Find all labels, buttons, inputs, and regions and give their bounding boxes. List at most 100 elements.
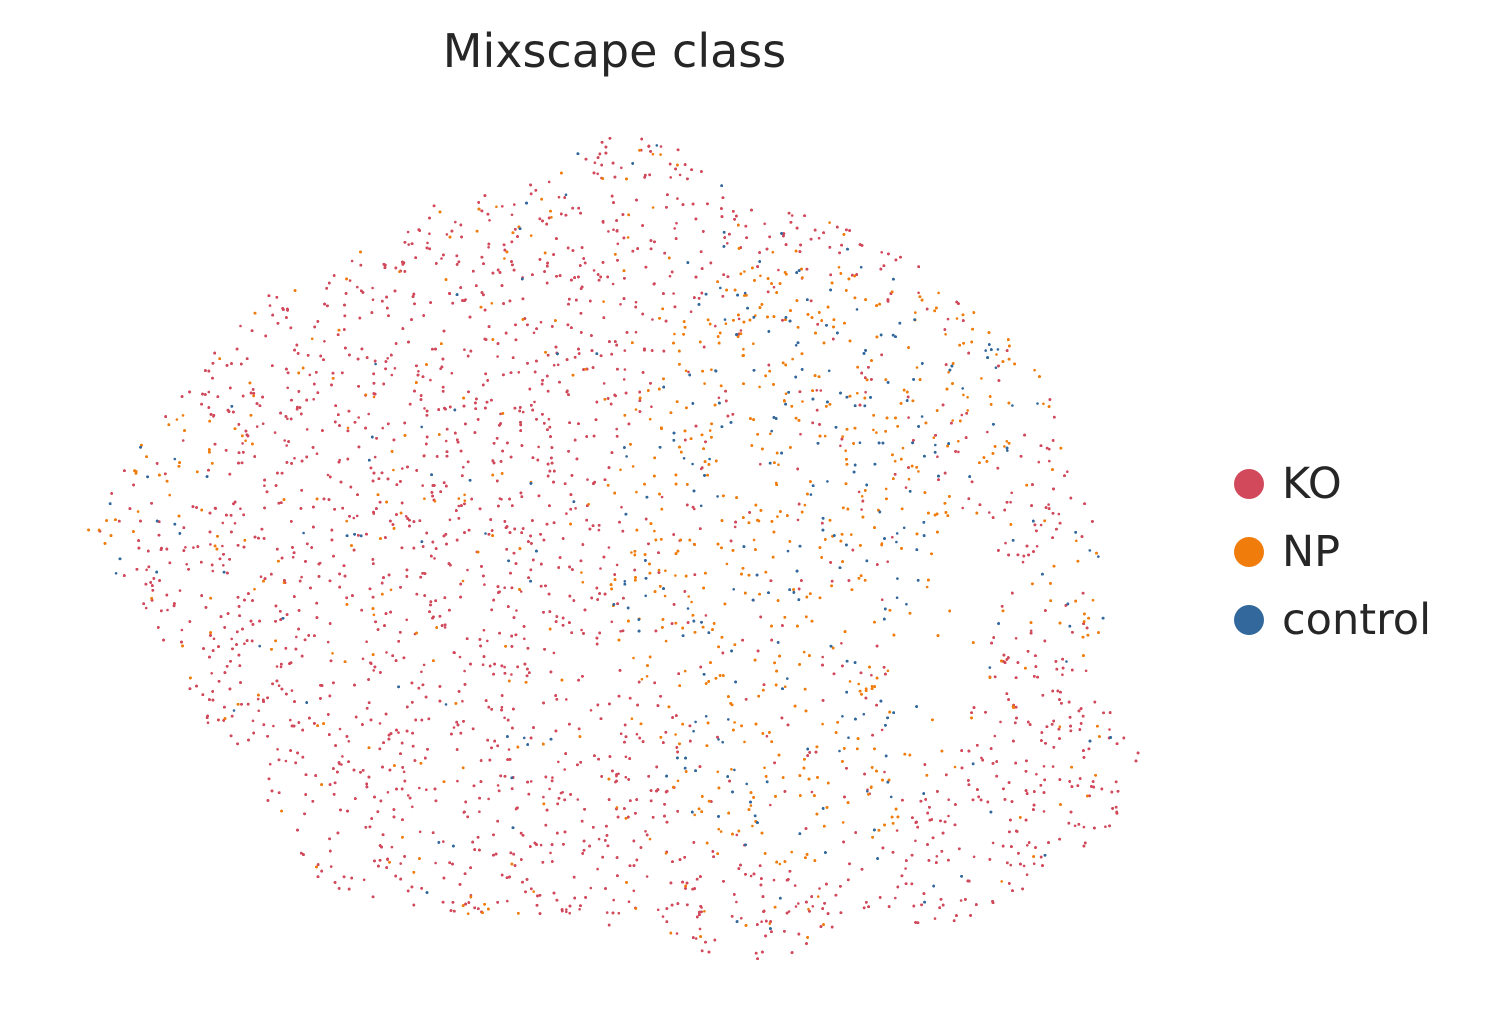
- ko-point: [371, 286, 374, 290]
- ko-point: [602, 382, 606, 385]
- ko-point: [980, 756, 983, 760]
- ko-point: [1009, 863, 1012, 867]
- ko-point: [891, 535, 894, 539]
- ko-point: [860, 508, 863, 511]
- ko-point: [284, 759, 288, 763]
- ko-point: [960, 413, 964, 417]
- ko-point: [144, 606, 148, 610]
- ko-point: [243, 642, 246, 645]
- ko-point: [870, 673, 873, 677]
- ko-point: [623, 349, 627, 352]
- ko-point: [300, 575, 303, 579]
- ko-point: [454, 220, 457, 224]
- ko-point: [1010, 491, 1013, 495]
- ko-point: [624, 755, 628, 759]
- ko-point: [439, 367, 442, 371]
- ko-point: [404, 515, 408, 518]
- ko-point: [539, 320, 543, 324]
- ko-point: [405, 618, 409, 622]
- ko-point: [362, 878, 366, 882]
- ko-point: [308, 373, 312, 377]
- ko-point: [880, 598, 884, 601]
- ko-point: [503, 665, 506, 669]
- ko-point: [340, 763, 343, 766]
- ko-point: [886, 560, 889, 563]
- ko-point: [557, 760, 560, 764]
- ko-point: [635, 732, 639, 736]
- ko-point: [361, 657, 365, 661]
- ko-point: [619, 303, 622, 306]
- ko-point: [466, 568, 469, 572]
- ko-point: [815, 389, 819, 392]
- ko-point: [486, 639, 489, 643]
- ko-point: [676, 197, 679, 200]
- ko-point: [290, 689, 294, 692]
- ko-point: [565, 512, 568, 515]
- ko-point: [777, 268, 780, 272]
- ko-point: [796, 518, 800, 522]
- ko-point: [503, 586, 507, 589]
- ko-point: [726, 242, 729, 245]
- ko-point: [515, 609, 518, 612]
- ko-point: [551, 776, 554, 779]
- ko-point: [735, 833, 739, 837]
- ko-point: [763, 222, 766, 226]
- ko-point: [1029, 629, 1033, 633]
- ko-point: [444, 439, 448, 443]
- ko-point: [273, 431, 277, 434]
- ko-point: [717, 396, 721, 400]
- ko-point: [936, 455, 939, 459]
- ko-point: [206, 721, 210, 724]
- ko-point: [422, 663, 426, 667]
- ko-point: [312, 398, 316, 401]
- ko-point: [840, 642, 843, 645]
- ko-point: [620, 505, 623, 509]
- ko-point: [463, 669, 466, 673]
- ko-point: [452, 726, 456, 729]
- chart-title: Mixscape class: [442, 24, 787, 78]
- ko-point: [904, 486, 908, 489]
- ko-point: [548, 787, 551, 791]
- ko-point: [233, 522, 237, 525]
- ko-point: [399, 862, 403, 865]
- ko-point: [402, 770, 406, 774]
- ko-point: [533, 400, 536, 404]
- ko-point: [1032, 862, 1036, 865]
- ko-point: [1047, 503, 1050, 506]
- ko-point: [622, 378, 626, 381]
- ko-point: [291, 555, 295, 559]
- ko-point: [556, 363, 560, 367]
- ko-point: [615, 427, 618, 431]
- ko-point: [904, 867, 907, 870]
- ko-point: [799, 432, 802, 436]
- ko-point: [406, 794, 410, 797]
- ko-point: [578, 908, 581, 911]
- ko-point: [644, 830, 647, 833]
- ko-point: [500, 498, 503, 501]
- ko-point: [547, 417, 551, 421]
- ko-point: [864, 390, 867, 394]
- ko-point: [596, 172, 599, 176]
- ko-point: [513, 203, 516, 206]
- ko-point: [914, 839, 917, 843]
- ko-point: [542, 795, 545, 799]
- ko-point: [261, 422, 265, 426]
- ko-point: [660, 495, 664, 499]
- ko-point: [426, 241, 429, 245]
- ko-point: [440, 257, 443, 260]
- ko-point: [972, 855, 976, 859]
- ko-point: [268, 304, 272, 307]
- ko-point: [605, 911, 609, 914]
- ko-point: [935, 855, 939, 858]
- ko-point: [733, 525, 737, 529]
- ko-point: [500, 705, 504, 709]
- ko-point: [624, 775, 628, 779]
- ko-point: [503, 716, 506, 720]
- ko-point: [275, 665, 279, 668]
- ko-point: [589, 886, 593, 890]
- ko-point: [580, 628, 583, 632]
- ko-point: [487, 797, 490, 801]
- ko-point: [735, 900, 738, 904]
- ko-point: [669, 176, 672, 179]
